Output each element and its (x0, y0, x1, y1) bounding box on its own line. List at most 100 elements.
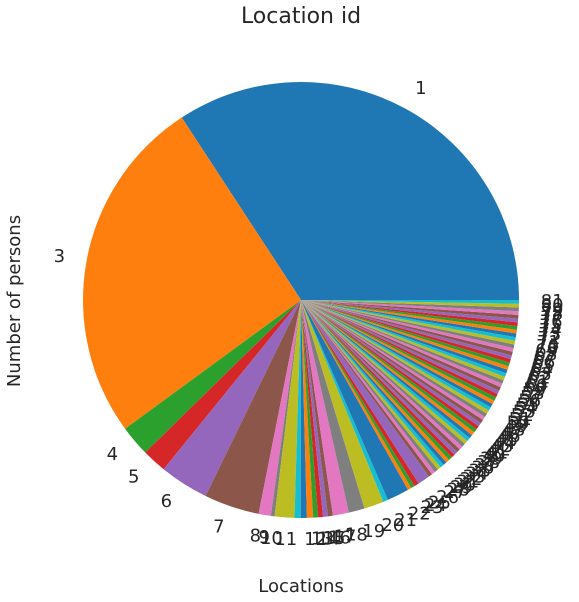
pie-slice-64 (301, 300, 510, 367)
pie-slice-62 (301, 300, 508, 374)
pie-slice-23 (301, 300, 412, 490)
pie-slice-71 (301, 300, 516, 341)
pie-label-50: 50 (507, 412, 530, 433)
pie-label-75: 75 (539, 316, 562, 337)
pie-slice-31 (301, 300, 444, 468)
pie-label-66: 66 (532, 352, 555, 373)
pie-slice-73 (301, 300, 517, 334)
pie-slice-40 (301, 300, 468, 444)
pie-slice-43 (301, 300, 475, 436)
pie-label-54: 54 (515, 398, 538, 419)
pie-slice-26 (301, 300, 429, 484)
pie-label-60: 60 (525, 375, 548, 396)
pie-label-23: 23 (421, 497, 444, 518)
pie-label-42: 42 (488, 439, 511, 460)
pie-label-59: 59 (523, 379, 546, 400)
pie-label-71: 71 (537, 332, 560, 353)
pie-label-62: 62 (528, 368, 551, 389)
pie-label-20: 20 (381, 515, 404, 536)
pie-slice-7 (205, 300, 301, 514)
pie-label-13: 13 (311, 529, 334, 550)
pie-label-45: 45 (495, 430, 518, 451)
pie-slice-9 (270, 300, 301, 517)
pie-slice-38 (301, 300, 463, 450)
pie-label-80: 80 (541, 295, 564, 316)
pie-label-31: 31 (456, 472, 479, 493)
pie-label-55: 55 (516, 394, 539, 415)
pie-label-14: 14 (317, 528, 340, 549)
pie-label-4: 4 (107, 444, 118, 465)
pie-slice-14 (301, 300, 319, 518)
pie-slice-57 (301, 300, 501, 391)
pie-label-11: 11 (274, 529, 297, 550)
pie-label-5: 5 (128, 466, 139, 487)
pie-slice-15 (301, 300, 324, 518)
pie-slice-72 (301, 300, 517, 338)
pie-label-10: 10 (260, 528, 283, 549)
pie-label-39: 39 (480, 449, 503, 470)
pie-label-51: 51 (509, 409, 532, 430)
pie-slice-20 (301, 300, 384, 509)
pie-label-70: 70 (536, 336, 559, 357)
pie-slice-61 (301, 300, 507, 377)
pie-label-37: 37 (474, 455, 497, 476)
pie-slice-41 (301, 300, 470, 441)
pie-label-67: 67 (533, 348, 556, 369)
pie-slice-13 (301, 300, 314, 518)
pie-slice-80 (301, 300, 519, 308)
pie-slice-24 (301, 300, 415, 489)
pie-slice-69 (301, 300, 515, 349)
pie-label-72: 72 (538, 328, 561, 349)
pie-label-7: 7 (213, 516, 224, 537)
pie-slice-79 (301, 300, 519, 312)
pie-slice-39 (301, 300, 465, 447)
pie-slice-67 (301, 300, 513, 356)
pie-slice-12 (300, 300, 307, 519)
pie-label-41: 41 (485, 443, 508, 464)
pie-label-33: 33 (463, 466, 486, 487)
pie-slice-5 (145, 300, 301, 470)
pie-label-27: 27 (443, 482, 466, 503)
pie-label-46: 46 (498, 426, 521, 447)
pie-label-43: 43 (490, 436, 513, 457)
pie-label-49: 49 (505, 416, 528, 437)
pie-slice-70 (301, 300, 516, 345)
pie-slice-3 (83, 117, 301, 429)
pie-label-73: 73 (538, 324, 561, 345)
pie-slice-44 (301, 300, 477, 433)
pie-slice-78 (301, 300, 519, 315)
pie-slice-50 (301, 300, 489, 414)
pie-label-53: 53 (513, 402, 536, 423)
pie-label-76: 76 (540, 312, 563, 333)
pie-label-12: 12 (304, 529, 327, 550)
y-axis-label: Number of persons (4, 215, 25, 387)
pie-label-47: 47 (500, 423, 523, 444)
pie-label-18: 18 (345, 525, 368, 546)
pie-label-22: 22 (408, 504, 431, 525)
pie-slice-77 (301, 300, 519, 319)
pie-slice-49 (301, 300, 487, 417)
pie-label-56: 56 (518, 391, 541, 412)
pie-slice-37 (301, 300, 460, 453)
pie-slice-30 (301, 300, 441, 470)
pie-label-68: 68 (534, 344, 557, 365)
pie-label-38: 38 (477, 452, 500, 473)
pie-label-30: 30 (453, 474, 476, 495)
pie-label-61: 61 (526, 372, 549, 393)
pie-label-78: 78 (540, 303, 563, 324)
pie-label-36: 36 (471, 458, 494, 479)
pie-slice-10 (274, 300, 301, 518)
pie-slice-81 (301, 300, 519, 304)
pie-slice-28 (301, 300, 435, 475)
pie-slice-46 (301, 300, 481, 427)
pie-label-24: 24 (424, 495, 447, 516)
pie-slice-1 (181, 82, 520, 300)
pie-label-29: 29 (450, 477, 473, 498)
pie-slice-66 (301, 300, 512, 360)
pie-label-57: 57 (520, 387, 543, 408)
pie-label-69: 69 (535, 340, 558, 361)
pie-label-48: 48 (502, 419, 525, 440)
